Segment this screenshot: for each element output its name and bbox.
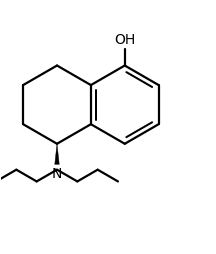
Polygon shape [55,144,59,164]
Text: N: N [52,167,62,181]
Text: OH: OH [114,33,135,47]
